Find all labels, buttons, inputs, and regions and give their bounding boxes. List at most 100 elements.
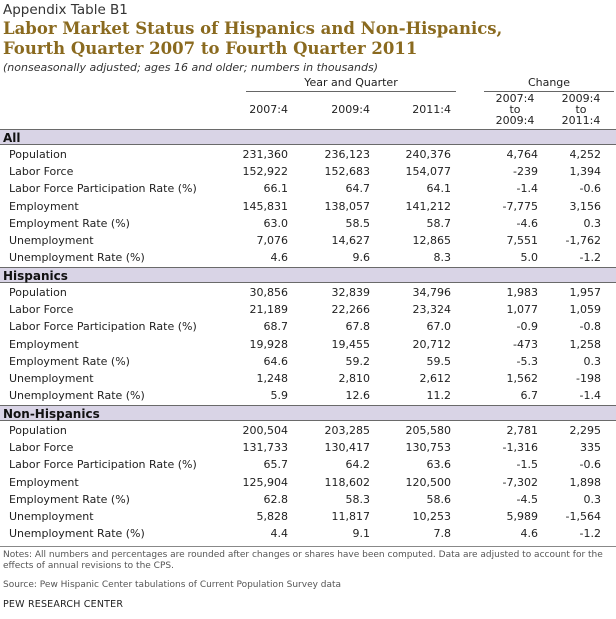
table-cell: 6.7 [520,389,539,403]
table-cell: 2,781 [506,424,539,437]
column-header-2007-4: 2007:4 [249,103,288,116]
table-cell: 63.0 [263,216,289,230]
table-cell: 7,551 [506,234,539,247]
row-label: Employment [9,337,79,351]
appendix-label: Appendix Table B1 [3,2,128,18]
table-cell: 11,817 [331,510,371,523]
column-header-2009-4: 2009:4 [331,103,370,116]
table-cell: 64.2 [345,458,371,472]
table-cell: 58.7 [426,216,452,230]
table-cell: 141,212 [405,199,452,213]
row-label: Employment Rate (%) [9,216,130,230]
table-cell: 4.4 [270,527,289,541]
table-cell: 66.1 [263,182,289,196]
table-row: Employment 145,831 138,057 141,212 -7,775 3,1… [0,198,616,215]
table-cell: 58.5 [345,216,371,230]
table-cell: 67.0 [426,320,452,334]
table-cell: 19,455 [331,337,371,351]
section-header: Non-Hispanics [0,405,616,421]
table-row: Unemployment 5,828 11,817 10,253 5,989 -1,564 [0,508,616,525]
table-cell: -4.5 [516,492,538,506]
table-cell: 0.3 [583,354,602,368]
table-cell: -1.4 [579,389,601,403]
table-cell: 12.6 [345,389,371,403]
table-cell: -1.5 [516,458,538,472]
column-header-change-2009-2011: 2009:4 to 2011:4 [561,92,601,127]
table-cell: -0.6 [579,182,601,196]
table-cell: 12,865 [412,234,452,247]
table-row: Population 30,856 32,839 34,796 1,983 1,957 [0,284,616,301]
table-subtitle: (nonseasonally adjusted; ages 16 and old… [3,61,379,74]
table-cell: 1,562 [506,372,539,385]
section-label: Non-Hispanics [3,407,100,421]
row-label: Labor Force Participation Rate (%) [9,182,197,196]
table-cell: 2,810 [338,372,371,385]
row-label: Labor Force [9,303,74,317]
table-cell: 5,989 [506,510,539,523]
row-label: Labor Force [9,165,74,179]
table-cell: 0.3 [583,216,602,230]
table-cell: 1,394 [569,165,602,179]
table-cell: -1.4 [516,182,538,196]
row-label: Labor Force [9,441,74,455]
table-cell: -198 [576,372,601,385]
table-row: Labor Force Participation Rate (%) 66.1 64… [0,180,616,197]
section-label: Hispanics [3,269,68,283]
table-cell: -239 [513,165,538,179]
table-cell: -1,564 [565,510,601,523]
table-cell: 1,248 [256,372,289,385]
table-cell: 130,753 [405,441,452,455]
table-cell: 9.1 [352,527,371,541]
group-header-year-rule [246,91,456,92]
column-header-2011-4: 2011:4 [412,103,451,116]
table-cell: 120,500 [405,475,452,489]
column-header-change-2007-2009: 2007:4 to 2009:4 [495,92,535,127]
table-cell: 205,580 [405,424,452,437]
table-cell: 11.2 [426,389,452,403]
table-cell: 9.6 [352,251,371,265]
table-cell: 4.6 [520,527,539,541]
table-cell: 5.9 [270,389,289,403]
table-cell: 67.8 [345,320,371,334]
row-label: Employment Rate (%) [9,354,130,368]
row-label: Unemployment [9,510,94,523]
table-title-line-1: Labor Market Status of Hispanics and Non… [3,19,503,38]
section-header: Hispanics [0,267,616,283]
row-label: Employment [9,199,79,213]
row-label: Unemployment Rate (%) [9,527,145,541]
table-cell: 2,612 [419,372,452,385]
table-cell: 1,983 [506,286,539,299]
table-cell: 4.6 [270,251,289,265]
table-row: Labor Force 152,922 152,683 154,077 -239 1,39… [0,163,616,180]
table-cell: -1,762 [565,234,601,247]
table-row: Labor Force Participation Rate (%) 65.7 64… [0,456,616,473]
table-cell: 68.7 [263,320,289,334]
table-cell: -1.2 [579,251,601,265]
table-cell: 59.2 [345,354,371,368]
table-cell: 20,712 [412,337,452,351]
table-row: Employment Rate (%) 63.0 58.5 58.7 -4.6 0.3 [0,215,616,232]
table-cell: -7,775 [502,199,538,213]
table-cell: -0.6 [579,458,601,472]
table-cell: -473 [513,337,538,351]
row-label: Unemployment [9,234,94,247]
table-cell: 236,123 [324,148,371,161]
table-cell: 152,683 [324,165,371,179]
table-cell: 5.0 [520,251,539,265]
table-cell: 152,922 [242,165,289,179]
table-cell: 1,898 [569,475,602,489]
table-cell: 65.7 [263,458,289,472]
table-cell: 7.8 [433,527,452,541]
row-label: Population [9,424,67,437]
table-cell: -1.2 [579,527,601,541]
table-cell: 58.6 [426,492,452,506]
table-cell: -7,302 [502,475,538,489]
table-cell: 231,360 [242,148,289,161]
row-label: Unemployment [9,372,94,385]
table-cell: 58.3 [345,492,371,506]
footer-rule [0,546,616,547]
organization-credit: PEW RESEARCH CENTER [3,599,124,610]
row-label: Population [9,148,67,161]
row-label: Employment Rate (%) [9,492,130,506]
group-header-change-rule [484,91,614,92]
